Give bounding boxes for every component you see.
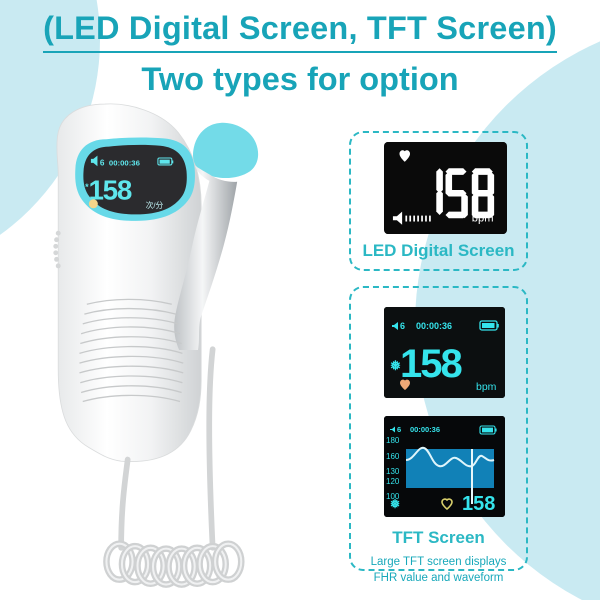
svg-text:158: 158 — [400, 342, 462, 386]
svg-text:158: 158 — [462, 493, 495, 515]
svg-text:130: 130 — [386, 467, 400, 476]
svg-text:❅: ❅ — [390, 497, 400, 511]
svg-text:180: 180 — [386, 436, 400, 445]
svg-text:bpm: bpm — [472, 213, 494, 225]
svg-text:120: 120 — [386, 477, 400, 486]
svg-text:6: 6 — [400, 321, 405, 331]
svg-text:6: 6 — [397, 425, 401, 434]
svg-text:*: * — [85, 182, 89, 192]
svg-text:00:00:36: 00:00:36 — [416, 321, 452, 331]
svg-text:160: 160 — [386, 452, 400, 461]
svg-text:次/分: 次/分 — [146, 200, 164, 210]
svg-text:6: 6 — [100, 158, 105, 167]
svg-text:bpm: bpm — [476, 381, 497, 393]
svg-text:00:00:36: 00:00:36 — [410, 425, 440, 434]
svg-text:00:00:36: 00:00:36 — [109, 158, 141, 167]
